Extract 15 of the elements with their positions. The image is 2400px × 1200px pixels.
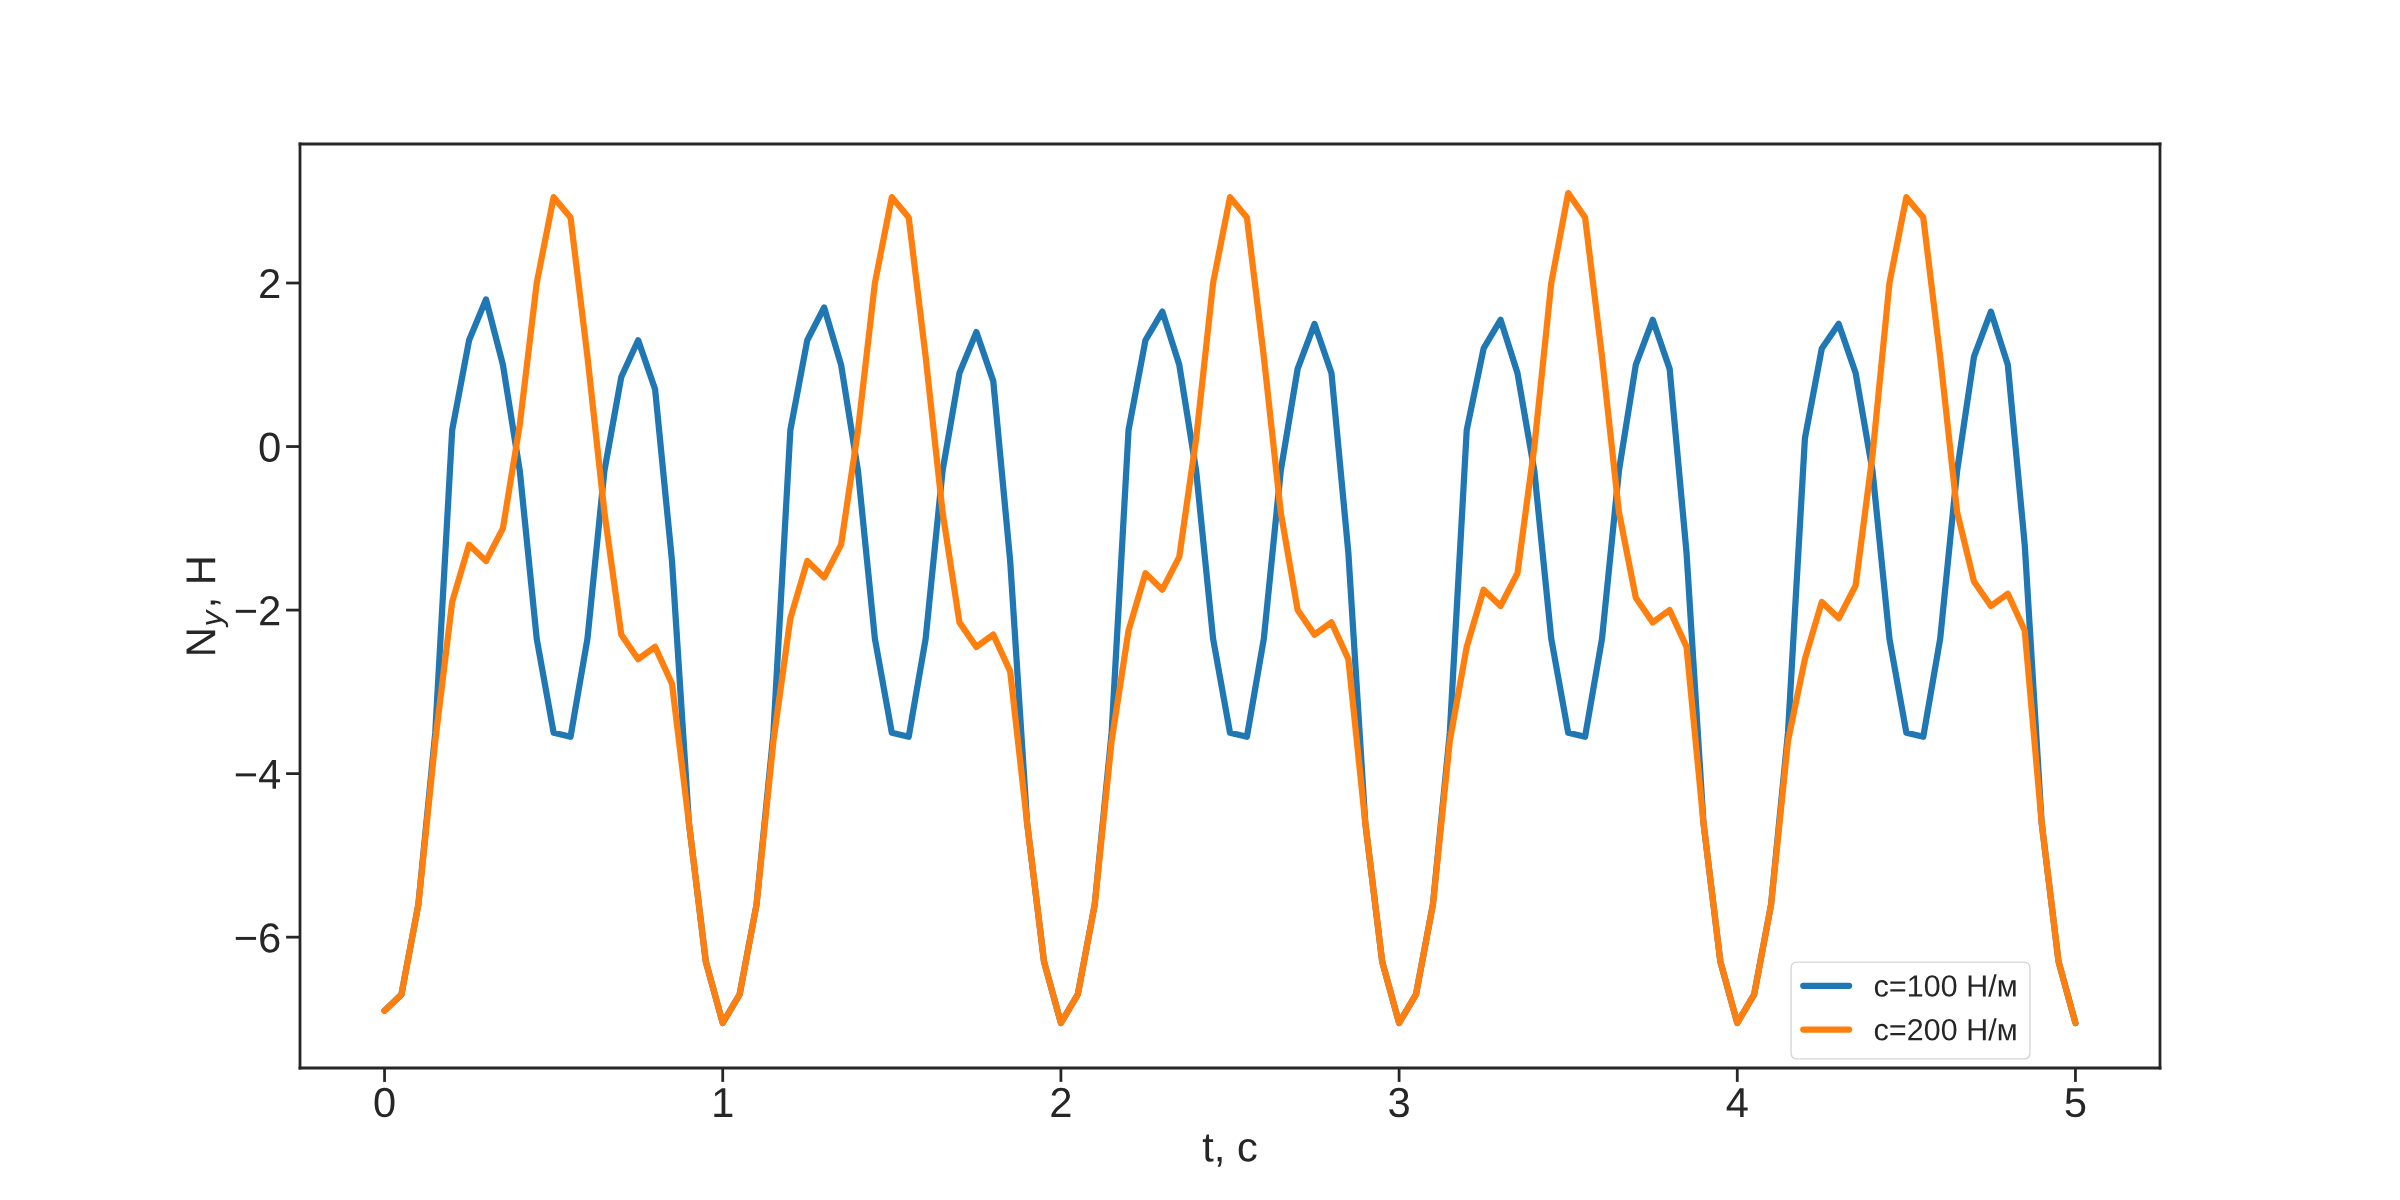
x-tick-label: 2 xyxy=(1051,1087,1071,1117)
y-tick-label: 2 xyxy=(260,269,280,299)
x-tick-label: 5 xyxy=(2065,1088,2086,1118)
x-tick-label: 4 xyxy=(1726,1088,1748,1117)
x-axis-title: t, с xyxy=(1202,1134,1257,1167)
legend-label: с=200 Н/м xyxy=(1874,1018,2016,1041)
x-tick-label: 0 xyxy=(374,1087,395,1118)
y-tick-label: 0 xyxy=(259,432,280,463)
x-tick-label: 1 xyxy=(714,1088,733,1117)
y-tick-label: −4 xyxy=(235,760,281,789)
y-axis-title: N$_{y}$, Н xyxy=(186,558,229,654)
y-tick-label: −6 xyxy=(235,923,280,953)
x-tick-label: 3 xyxy=(1389,1087,1409,1118)
legend-label: с=100 Н/м xyxy=(1874,974,2016,997)
y-tick-label: −2 xyxy=(235,596,280,626)
